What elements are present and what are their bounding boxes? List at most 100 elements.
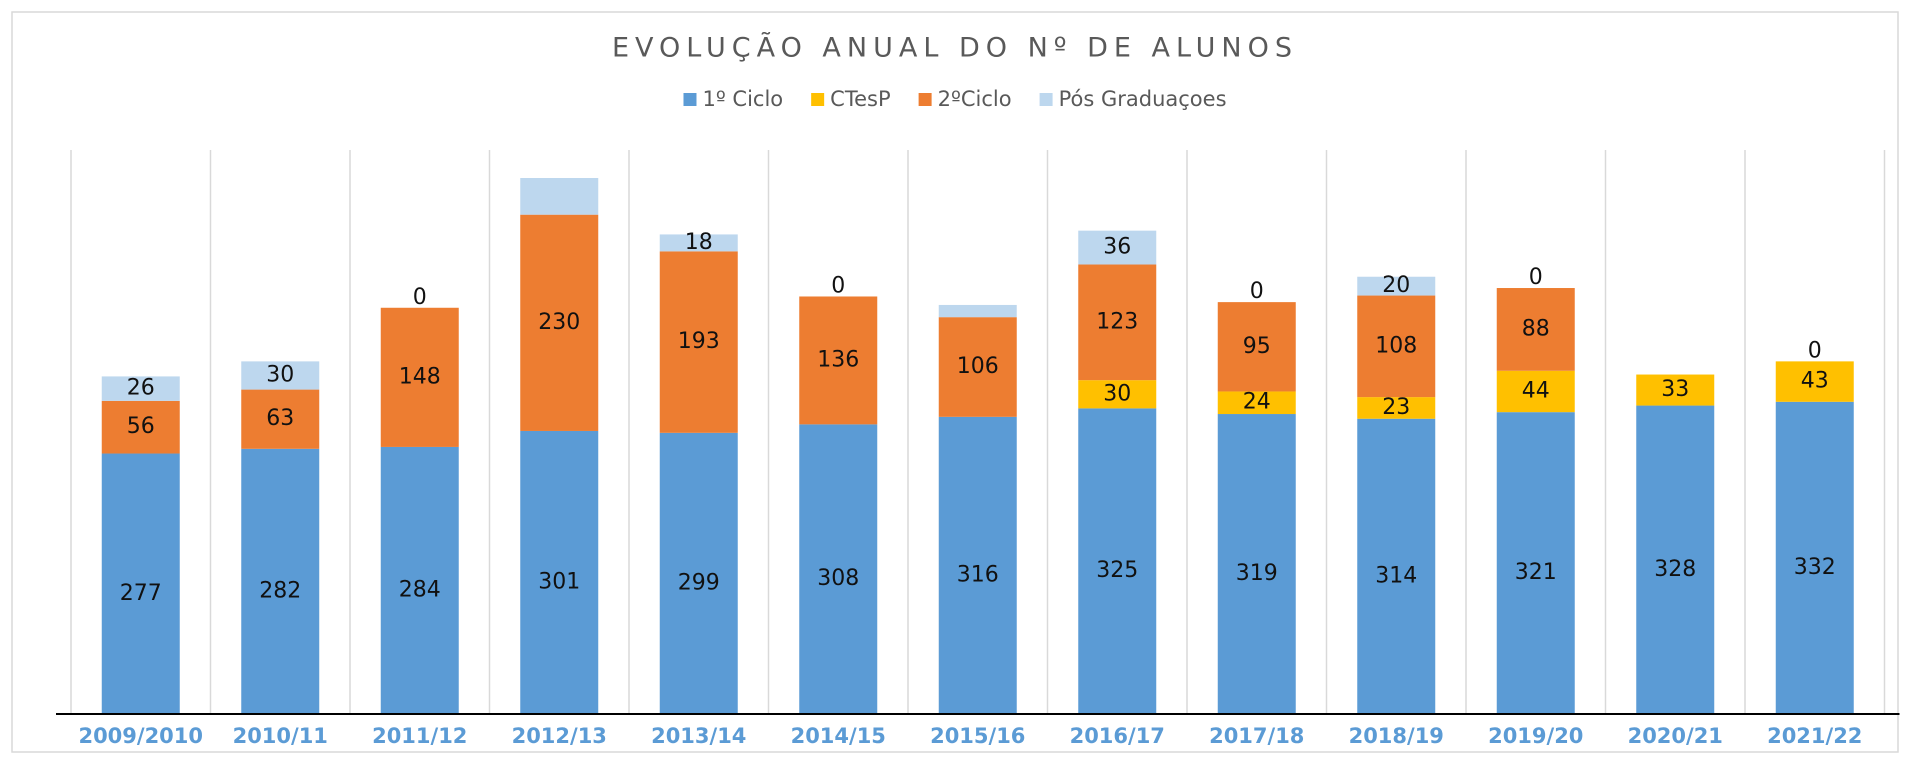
bar-segment: [1078, 408, 1157, 714]
data-label: 56: [127, 414, 155, 439]
x-tick-label: 2014/15: [791, 724, 886, 748]
data-label: 301: [538, 569, 580, 594]
bar-segment: [1217, 414, 1296, 714]
bar-segment: [101, 376, 180, 401]
data-label: 0: [831, 273, 845, 298]
bar-segment: [1496, 288, 1575, 371]
bar-segment: [1357, 397, 1436, 419]
legend-swatch: [918, 93, 932, 106]
data-label: 0: [1250, 279, 1264, 304]
data-label: 0: [1529, 265, 1543, 290]
data-label: 308: [817, 566, 859, 591]
bar-segment: [799, 424, 878, 714]
bar-segment: [101, 400, 180, 454]
data-label: 123: [1096, 309, 1138, 334]
bar-segment: [1078, 230, 1157, 265]
data-label: 328: [1654, 557, 1696, 582]
data-label: 193: [678, 329, 720, 354]
bar-segment: [380, 446, 459, 714]
bar-segment: [520, 214, 599, 431]
data-label: 0: [1808, 338, 1822, 363]
legend-label: 2ºCiclo: [938, 87, 1012, 111]
x-tick-label: 2011/12: [372, 724, 467, 748]
data-label: 319: [1236, 561, 1278, 586]
bar-segment: [520, 178, 599, 215]
bar-segment: [520, 430, 599, 714]
data-label: 43: [1801, 369, 1829, 394]
data-label: 20: [1382, 273, 1410, 298]
data-label: 44: [1522, 378, 1550, 403]
data-label: 316: [957, 562, 999, 587]
x-tick-label: 2012/13: [512, 724, 607, 748]
bar-segment: [241, 361, 320, 390]
legend-label: Pós Graduaçoes: [1059, 87, 1227, 111]
data-label: 284: [399, 577, 441, 602]
data-label: 36: [1103, 235, 1131, 260]
data-label: 30: [266, 362, 294, 387]
bar-segment: [659, 234, 738, 252]
bar-segment: [1078, 380, 1157, 409]
bar-segment: [1636, 374, 1715, 406]
bar-segment: [1496, 370, 1575, 413]
bar-segment: [938, 317, 1017, 417]
data-label: 314: [1375, 563, 1417, 588]
data-label: 26: [127, 376, 155, 401]
bar-segment: [1357, 418, 1436, 714]
data-label: 30: [1103, 381, 1131, 406]
bar-segment: [241, 448, 320, 714]
legend-swatch: [683, 93, 697, 106]
data-label: 63: [266, 406, 294, 431]
x-tick-label: 2016/17: [1070, 724, 1165, 748]
x-tick-label: 2020/21: [1628, 724, 1723, 748]
data-label: 136: [817, 347, 859, 372]
chart-title: EVOLUÇÃO ANUAL DO Nº DE ALUNOS: [612, 32, 1298, 64]
legend: 1º Ciclo CTesP 2ºCiclo Pós Graduaçoes: [683, 87, 1227, 111]
data-label: 18: [685, 230, 713, 255]
bar-segment: [1217, 302, 1296, 392]
data-label: 106: [957, 354, 999, 379]
bar-segment: [241, 389, 320, 449]
data-label: 0: [413, 285, 427, 310]
data-label: 33: [1661, 377, 1689, 402]
data-label: 277: [120, 581, 162, 606]
bar-segment: [799, 296, 878, 425]
bar-segment: [380, 307, 459, 447]
bar-segment: [659, 251, 738, 433]
bar-segment: [938, 304, 1017, 318]
x-tick-label: 2015/16: [930, 724, 1025, 748]
x-tick-label: 2013/14: [651, 724, 746, 748]
legend-swatch: [1039, 93, 1053, 106]
legend-swatch: [811, 93, 825, 106]
bar-segment: [1636, 405, 1715, 714]
bar-segment: [1775, 401, 1854, 714]
x-tick-label: 2009/2010: [78, 724, 203, 748]
data-label: 325: [1096, 558, 1138, 583]
data-label: 299: [678, 570, 720, 595]
data-label: 148: [399, 364, 441, 389]
data-label: 230: [538, 310, 580, 335]
data-label: 88: [1522, 316, 1550, 341]
bar-segment: [1217, 391, 1296, 415]
x-tick-label: 2010/11: [233, 724, 328, 748]
data-label: 108: [1375, 333, 1417, 358]
x-tick-label: 2019/20: [1488, 724, 1583, 748]
data-label: 24: [1243, 390, 1271, 415]
data-label: 282: [259, 578, 301, 603]
x-tick-label: 2017/18: [1209, 724, 1304, 748]
x-tick-label: 2018/19: [1349, 724, 1444, 748]
x-tick-label: 2021/22: [1767, 724, 1862, 748]
data-label: 23: [1382, 395, 1410, 420]
bar-segment: [1496, 412, 1575, 714]
bar-segment: [101, 453, 180, 714]
bar-segment: [1775, 361, 1854, 402]
bar-segment: [938, 416, 1017, 714]
data-label: 332: [1794, 555, 1836, 580]
bar-segment: [659, 432, 738, 714]
legend-label: 1º Ciclo: [702, 87, 783, 111]
data-label: 95: [1243, 334, 1271, 359]
data-label: 321: [1515, 560, 1557, 585]
bar-segment: [1078, 264, 1157, 381]
legend-label: CTesP: [830, 87, 890, 111]
bar-segment: [1357, 276, 1436, 296]
